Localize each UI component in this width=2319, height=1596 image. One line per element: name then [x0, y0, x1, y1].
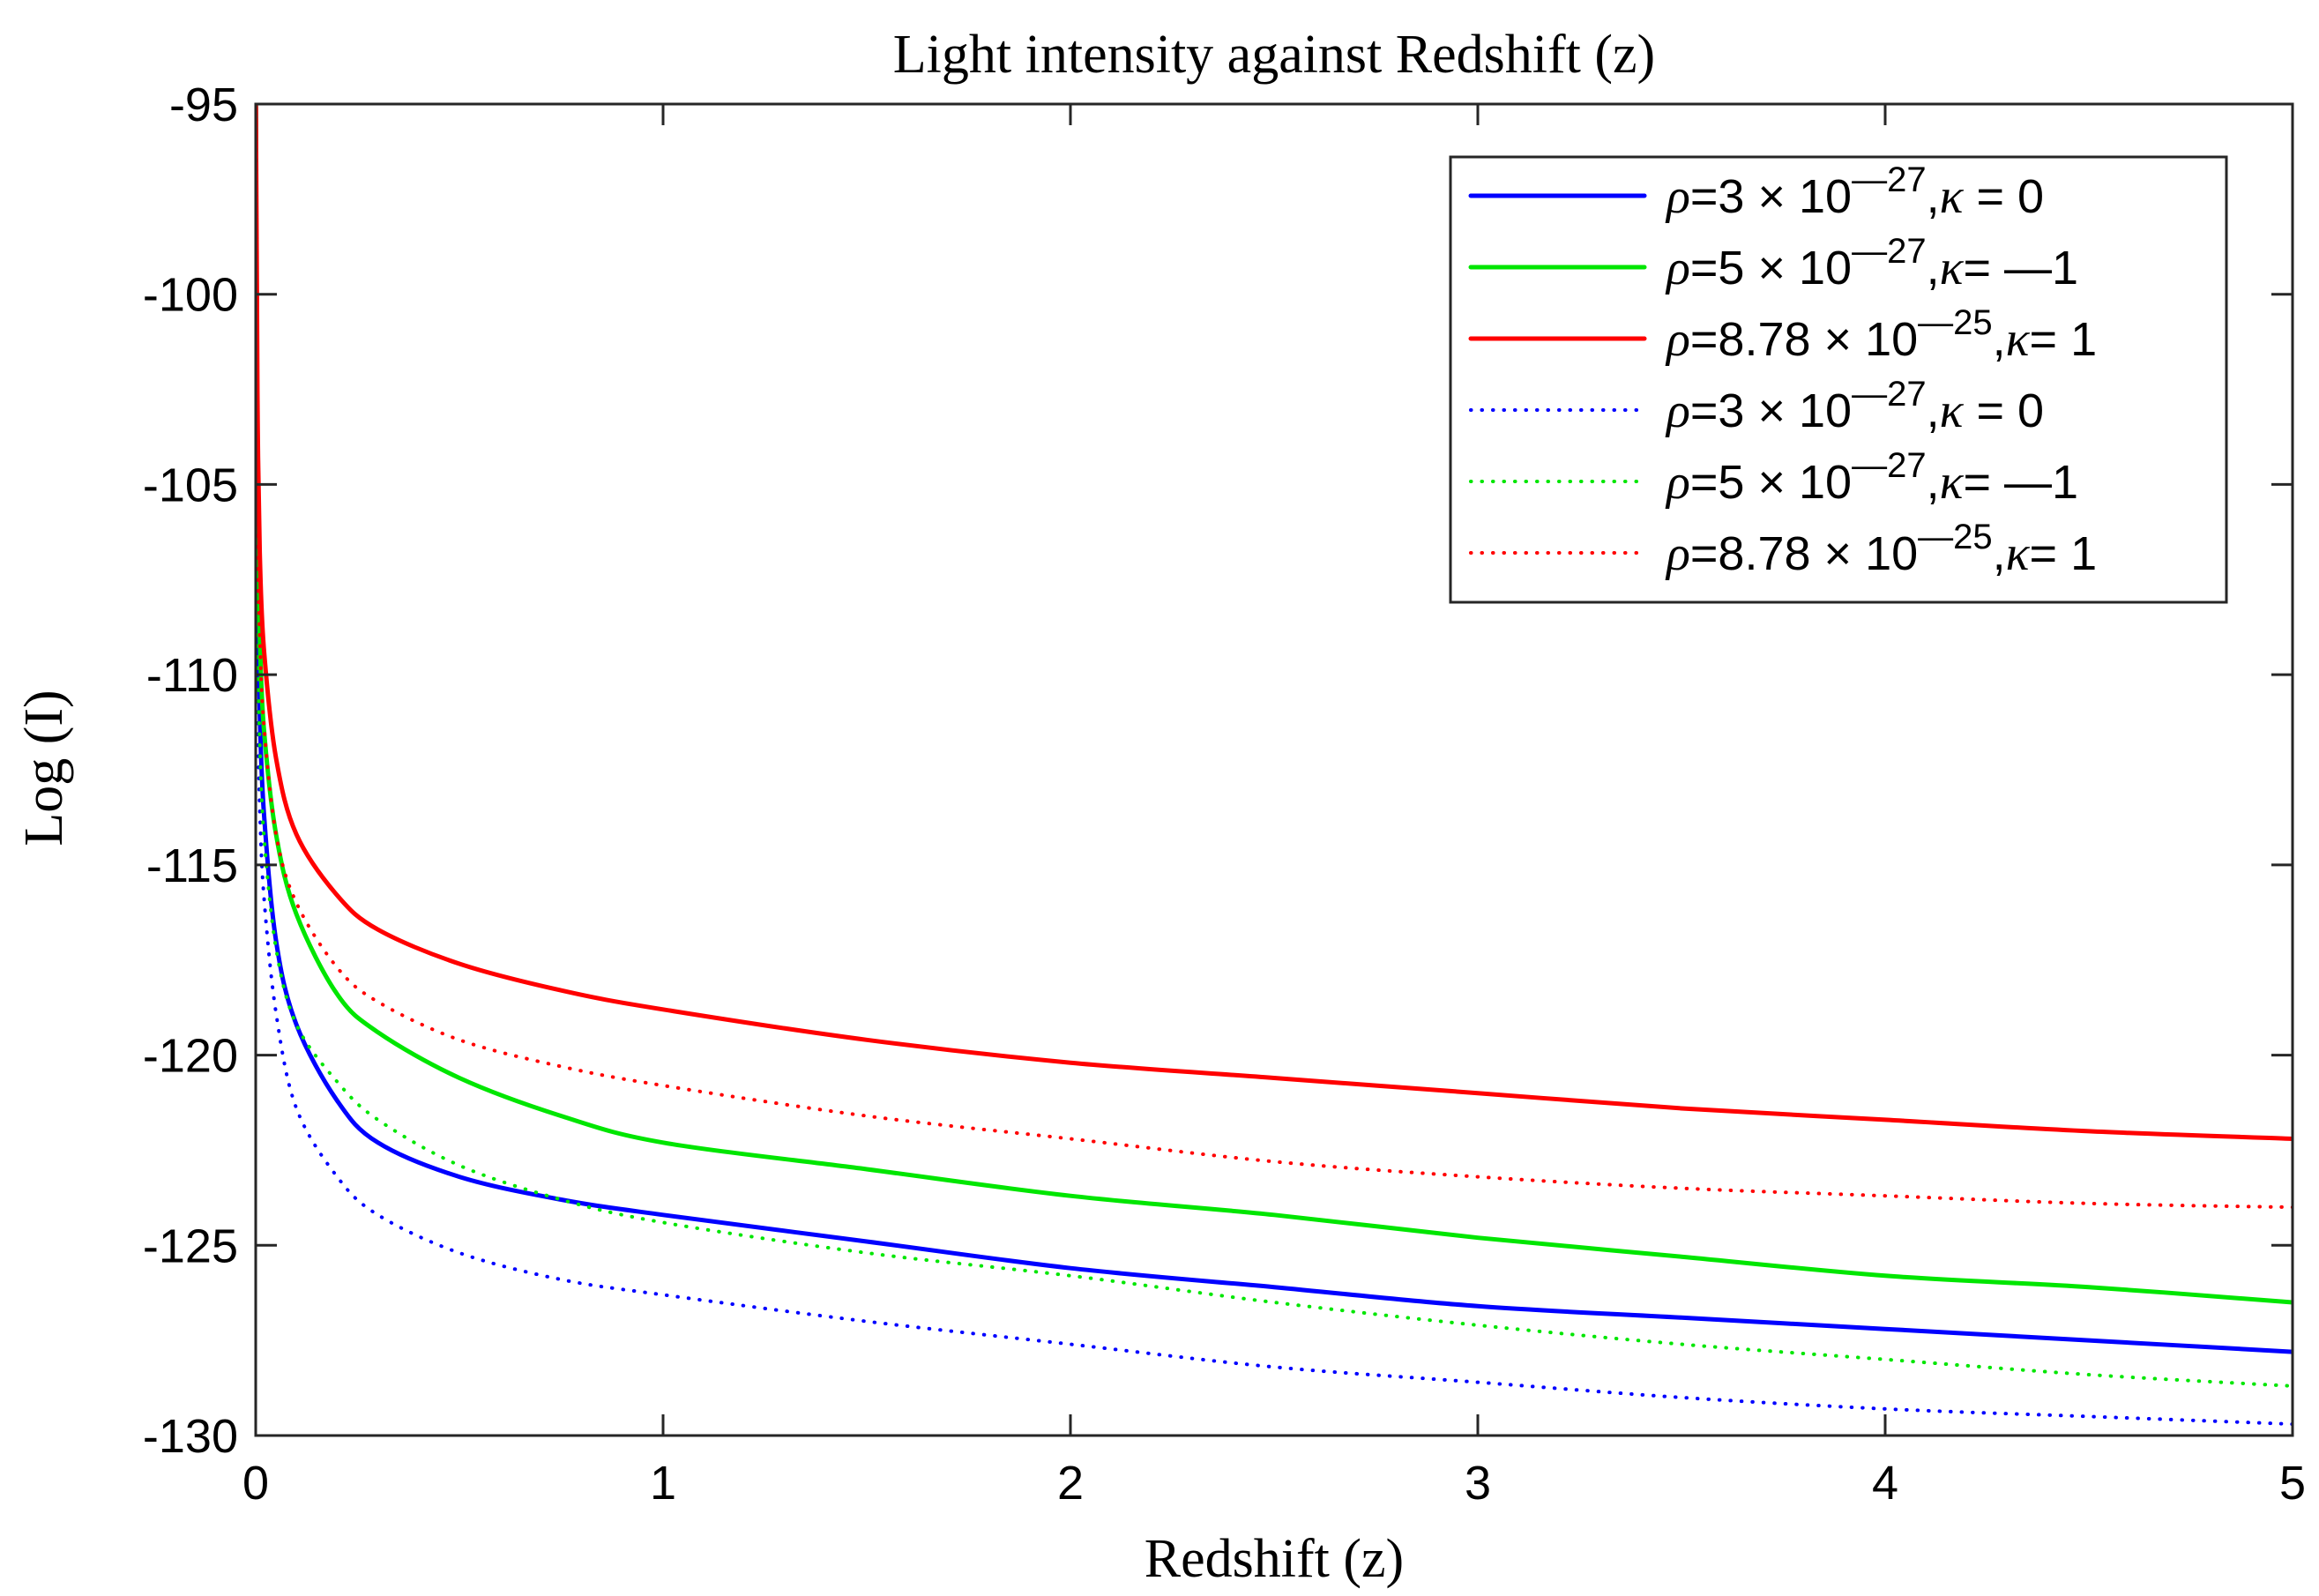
y-tick-label: -105 [143, 459, 238, 511]
y-tick-label: -125 [143, 1219, 238, 1272]
x-tick-label: 4 [1872, 1457, 1898, 1510]
y-tick-label: -100 [143, 269, 238, 322]
y-axis-label: Log (I) [14, 690, 74, 846]
legend: ρ=3 × 10—27,κ = 0 ρ=5 × 10—27,κ= —1 ρ=8.78… [1449, 155, 2228, 604]
chart-title: Light intensity against Redshift (z) [893, 25, 1655, 85]
legend-label-5: ρ=5 × 10—27,κ= —1 [1665, 446, 2078, 510]
legend-box [1449, 155, 2228, 604]
series-line-1-solid [256, 104, 2293, 1354]
x-tick-label: 5 [2279, 1457, 2306, 1510]
legend-label-4: ρ=3 × 10—27,κ = 0 [1665, 375, 2044, 438]
legend-label-1: ρ=3 × 10—27,κ = 0 [1665, 160, 2044, 224]
x-tick-label: 3 [1465, 1457, 1491, 1510]
x-axis-label: Redshift (z) [1145, 1529, 1404, 1589]
y-tick-label: -110 [146, 649, 238, 702]
x-tick-label: 1 [650, 1457, 676, 1510]
plot-frame [254, 102, 2294, 1437]
series-layer [256, 104, 2293, 1427]
series-line-5-dotted [256, 104, 2293, 1388]
series-line-4-dotted [256, 104, 2293, 1427]
legend-label-6: ρ=8.78 × 10—25,κ= 1 [1665, 518, 2097, 581]
y-tick-label: -130 [143, 1410, 238, 1463]
y-tick-label: -95 [169, 78, 238, 131]
x-tick-label: 0 [242, 1457, 269, 1510]
legend-label-3: ρ=8.78 × 10—25,κ= 1 [1665, 303, 2097, 367]
legend-label-2: ρ=5 × 10—27,κ= —1 [1665, 232, 2078, 295]
x-tick-label: 2 [1057, 1457, 1084, 1510]
series-line-3-solid [256, 104, 2293, 1141]
y-tick-label: -115 [146, 839, 238, 892]
y-tick-label: -120 [143, 1030, 238, 1083]
axis-ticks: 0 1 2 3 4 5 -95 -100 -105 -110 -115 -120 -125 -130 [143, 78, 2306, 1510]
series-line-6-dotted [256, 104, 2293, 1210]
